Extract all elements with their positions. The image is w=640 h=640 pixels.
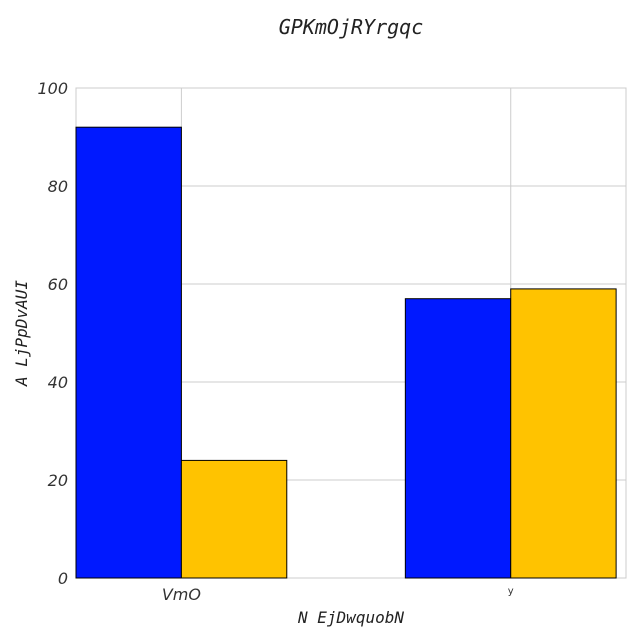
y-axis-label: A LjPpDvAUI <box>12 280 31 387</box>
y-tick-label: 80 <box>48 177 68 196</box>
chart-title: GPKmOjRYrgqc <box>279 15 424 39</box>
y-tick-label: 40 <box>48 373 68 392</box>
y-tick-labels: 0 20 40 60 80 100 <box>37 79 68 588</box>
y-tick-label: 60 <box>48 275 68 294</box>
bar-series-1-1 <box>75 126 182 579</box>
bar-series-2-1 <box>180 459 288 579</box>
y-tick-label: 0 <box>58 569 68 588</box>
bar-series-2-2 <box>510 288 617 579</box>
x-axis-label: N EjDwquobN <box>297 608 404 627</box>
bars-layer <box>75 126 617 579</box>
y-tick-label: 100 <box>37 79 68 98</box>
y-tick-label: 20 <box>48 471 68 490</box>
bar-series-1-2 <box>404 298 512 579</box>
x-tick-label: VmO <box>162 585 201 604</box>
x-tick-labels: VmO y <box>162 585 514 604</box>
x-tick-label: y <box>508 586 514 597</box>
